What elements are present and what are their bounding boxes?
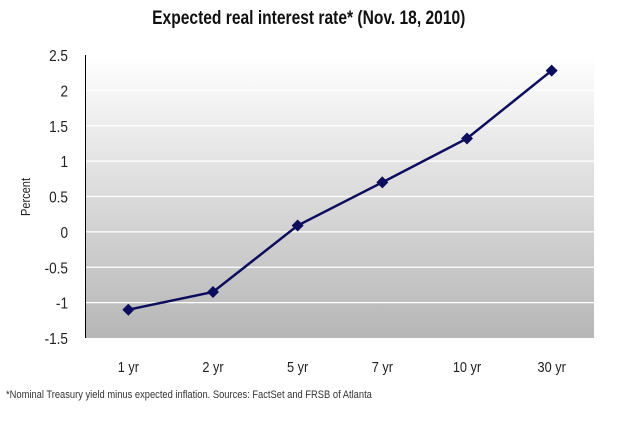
x-tick-label: 1 yr (118, 358, 140, 375)
data-point-diamond (545, 64, 558, 77)
data-point-diamond (122, 303, 135, 316)
data-point-diamond (461, 132, 473, 145)
x-tick-label: 30 yr (538, 358, 567, 375)
x-tick-label: 5 yr (287, 358, 309, 375)
x-tick-label: 2 yr (202, 358, 224, 375)
y-tick-label: 2.5 (49, 48, 68, 65)
footnote: *Nominal Treasury yield minus expected i… (6, 389, 372, 401)
x-tick-label: 7 yr (372, 358, 394, 375)
data-point-diamond (291, 219, 304, 232)
y-tick-label: -1 (56, 296, 68, 313)
data-point-diamond (207, 286, 219, 299)
x-tick-label: 10 yr (453, 358, 482, 375)
y-tick-label: 1 (60, 154, 68, 171)
y-axis-label: Percent (18, 177, 33, 216)
series-line (128, 69, 553, 311)
y-tick-label: 2 (60, 83, 68, 100)
chart-title: Expected real interest rate* (Nov. 18, 2… (152, 8, 466, 29)
y-tick-label: 0 (60, 225, 68, 242)
y-tick-label: -0.5 (45, 260, 68, 277)
data-point-diamond (376, 176, 389, 189)
y-tick-label: 0.5 (49, 190, 68, 207)
y-tick-label: -1.5 (45, 331, 68, 348)
y-tick-label: 1.5 (49, 119, 68, 136)
